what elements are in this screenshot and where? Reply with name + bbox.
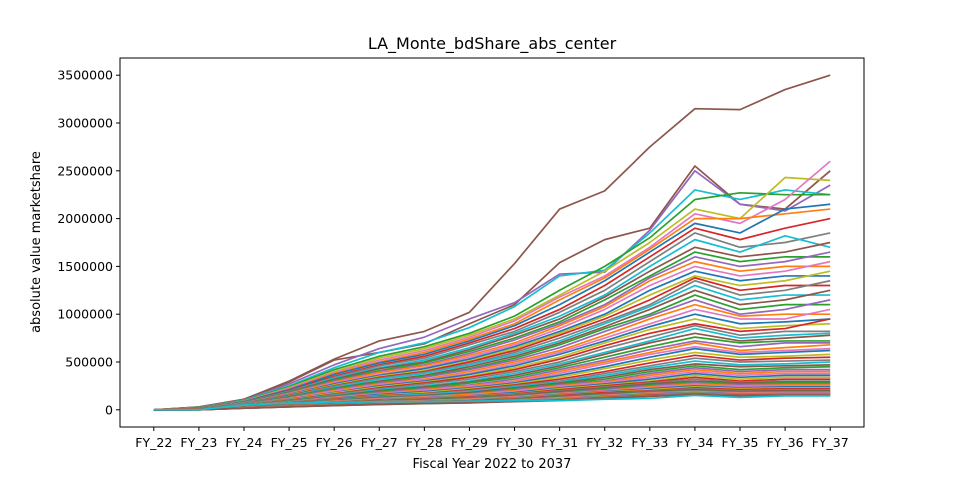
- x-tick-label: FY_31: [541, 435, 578, 450]
- x-tick-label: FY_33: [631, 435, 668, 450]
- x-tick-label: FY_27: [361, 435, 398, 450]
- y-axis-label: absolute value marketshare: [29, 151, 44, 333]
- x-tick-label: FY_28: [406, 435, 443, 450]
- series-line: [153, 393, 831, 412]
- x-tick-label: FY_35: [722, 435, 759, 450]
- y-tick-label: 3000000: [57, 116, 113, 131]
- y-axis: 0 500000 1000000 1500000 2000000 2500000 30000…: [57, 68, 120, 417]
- series-line: [153, 394, 831, 411]
- x-tick-label: FY_30: [496, 435, 533, 450]
- y-tick-label: 3500000: [57, 68, 113, 83]
- x-tick-label: FY_29: [451, 435, 488, 450]
- x-axis-label: Fiscal Year 2022 to 2037: [413, 457, 572, 472]
- y-tick-label: 0: [105, 402, 113, 417]
- x-tick-label: FY_32: [586, 435, 623, 450]
- x-tick-label: FY_37: [812, 435, 849, 450]
- series-line: [153, 169, 831, 411]
- x-axis: FY_22 FY_23 FY_24 FY_25 FY_26 FY_27 FY_28 FY_29…: [135, 427, 849, 450]
- series-lines: [153, 74, 831, 412]
- x-tick-label: FY_23: [180, 435, 217, 450]
- x-tick-label: FY_24: [225, 435, 262, 450]
- y-tick-label: 500000: [65, 354, 113, 369]
- y-tick-label: 1500000: [57, 259, 113, 274]
- chart-title: LA_Monte_bdShare_abs_center: [368, 34, 617, 54]
- y-tick-label: 1000000: [57, 307, 113, 322]
- plot-frame: [119, 57, 865, 428]
- x-tick-label: FY_26: [316, 435, 353, 450]
- x-tick-label: FY_34: [676, 435, 713, 450]
- x-tick-label: FY_22: [135, 435, 172, 450]
- y-tick-label: 2000000: [57, 211, 113, 226]
- x-tick-label: FY_25: [271, 435, 308, 450]
- x-tick-label: FY_36: [767, 435, 804, 450]
- y-tick-label: 2500000: [57, 163, 113, 178]
- series-line: [153, 165, 831, 411]
